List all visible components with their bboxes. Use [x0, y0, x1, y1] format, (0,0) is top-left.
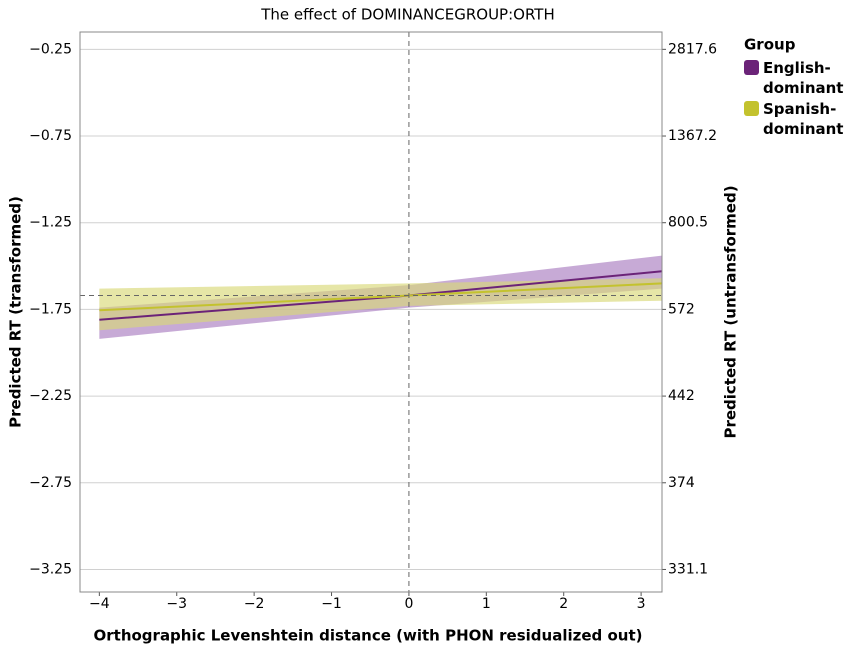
legend-label: English-dominant: [763, 59, 843, 97]
y2-tick-label: 2817.6: [668, 41, 717, 57]
x-tick-label: −3: [166, 596, 187, 612]
legend-swatch: [744, 60, 759, 75]
chart-title: The effect of DOMINANCEGROUP:ORTH: [260, 6, 554, 24]
legend-swatch: [744, 101, 759, 116]
y2-tick-label: 374: [668, 475, 695, 491]
y2-tick-label: 331.1: [668, 561, 708, 577]
confidence-band: [99, 278, 663, 331]
x-axis-label: Orthographic Levenshtein distance (with …: [94, 627, 643, 645]
y-axis-label: Predicted RT (transformed): [7, 196, 25, 428]
x-tick-label: −4: [89, 596, 110, 612]
x-tick-label: −2: [244, 596, 265, 612]
legend-title: Group: [744, 36, 796, 54]
y-tick-label: −2.25: [29, 388, 72, 404]
y2-axis-label: Predicted RT (untransformed): [722, 185, 740, 438]
x-tick-label: 2: [559, 596, 568, 612]
x-tick-label: −1: [321, 596, 342, 612]
x-tick-label: 0: [404, 596, 413, 612]
y-tick-label: −1.25: [29, 215, 72, 231]
y-tick-label: −0.75: [29, 128, 72, 144]
plot-frame: [79, 31, 663, 593]
x-tick-label: 1: [482, 596, 491, 612]
legend-label: Spanish-dominant: [763, 100, 843, 138]
y-tick-label: −0.25: [29, 41, 72, 57]
y2-tick-label: 572: [668, 301, 695, 317]
y-tick-label: −1.75: [29, 301, 72, 317]
y-tick-label: −3.25: [29, 561, 72, 577]
x-tick-label: 3: [637, 596, 646, 612]
y-tick-label: −2.75: [29, 475, 72, 491]
y2-tick-label: 442: [668, 388, 695, 404]
y2-tick-label: 800.5: [668, 215, 708, 231]
y2-tick-label: 1367.2: [668, 128, 717, 144]
